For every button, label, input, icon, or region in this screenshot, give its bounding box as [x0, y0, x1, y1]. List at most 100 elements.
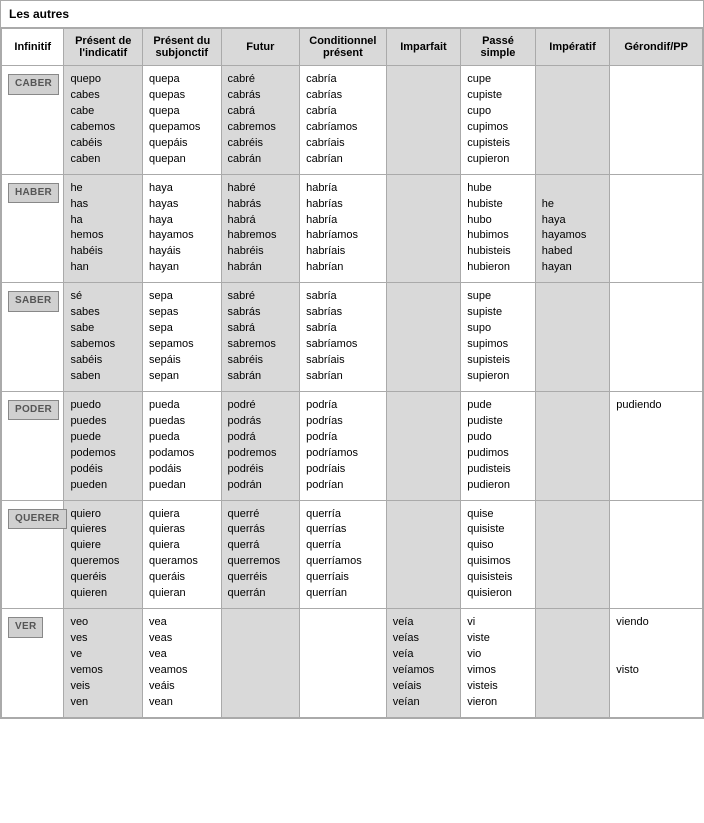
verb-label: PODER	[8, 400, 59, 421]
forms-cell-gerondif	[610, 174, 703, 283]
verb-infinitive-cell: HABER	[2, 174, 64, 283]
forms-list: pude pudiste pudo pudimos pudisteis pudi…	[467, 398, 529, 494]
forms-list: querré querrás querrá querremos querréis…	[228, 507, 294, 603]
forms-cell-futur: habré habrás habrá habremos habréis habr…	[221, 174, 300, 283]
forms-cell-present_subj: quepa quepas quepa quepamos quepáis quep…	[142, 66, 221, 175]
verb-infinitive-cell: SABER	[2, 283, 64, 392]
forms-cell-futur: podré podrás podrá podremos podréis podr…	[221, 391, 300, 500]
forms-cell-imperatif	[535, 391, 610, 500]
forms-list: haya hayas haya hayamos hayáis hayan	[149, 181, 215, 277]
forms-cell-present_subj: sepa sepas sepa sepamos sepáis sepan	[142, 283, 221, 392]
forms-list: sepa sepas sepa sepamos sepáis sepan	[149, 289, 215, 385]
forms-cell-passe: supe supiste supo supimos supisteis supi…	[461, 283, 536, 392]
forms-list: viendo visto	[616, 615, 696, 679]
forms-list: podré podrás podrá podremos podréis podr…	[228, 398, 294, 494]
forms-cell-imparfait	[386, 283, 461, 392]
forms-list: puedo puedes puede podemos podéis pueden	[70, 398, 136, 494]
verb-infinitive-cell: QUERER	[2, 500, 64, 609]
forms-cell-cond: podría podrías podría podríamos podríais…	[300, 391, 387, 500]
forms-list: vi viste vio vimos visteis vieron	[467, 615, 529, 711]
conjugation-table: InfinitifPrésent de l'indicatifPrésent d…	[1, 28, 703, 718]
forms-cell-imperatif	[535, 609, 610, 718]
forms-list: quepo cabes cabe cabemos cabéis caben	[70, 72, 136, 168]
forms-cell-imparfait: veía veías veía veíamos veíais veían	[386, 609, 461, 718]
forms-cell-passe: cupe cupiste cupo cupimos cupisteis cupi…	[461, 66, 536, 175]
col-header-infinitif: Infinitif	[2, 29, 64, 66]
forms-cell-imperatif	[535, 66, 610, 175]
col-header-present_ind: Présent de l'indicatif	[64, 29, 143, 66]
table-row: SABERsé sabes sabe sabemos sabéis sabens…	[2, 283, 703, 392]
verb-label: QUERER	[8, 509, 67, 530]
forms-list: quise quisiste quiso quisimos quisisteis…	[467, 507, 529, 603]
forms-cell-cond: habría habrías habría habríamos habríais…	[300, 174, 387, 283]
forms-list: quiera quieras quiera queramos queráis q…	[149, 507, 215, 603]
forms-list: querría querrías querría querríamos quer…	[306, 507, 380, 603]
verb-label: SABER	[8, 291, 59, 312]
forms-cell-passe: pude pudiste pudo pudimos pudisteis pudi…	[461, 391, 536, 500]
verb-infinitive-cell: PODER	[2, 391, 64, 500]
forms-list: cabría cabrías cabría cabríamos cabríais…	[306, 72, 380, 168]
forms-list: habré habrás habrá habremos habréis habr…	[228, 181, 294, 277]
forms-cell-futur: sabré sabrás sabrá sabremos sabréis sabr…	[221, 283, 300, 392]
forms-cell-gerondif: pudiendo	[610, 391, 703, 500]
col-header-imperatif: Impératif	[535, 29, 610, 66]
col-header-imparfait: Imparfait	[386, 29, 461, 66]
forms-cell-imparfait	[386, 174, 461, 283]
forms-cell-present_subj: vea veas vea veamos veáis vean	[142, 609, 221, 718]
conjugation-panel: Les autres InfinitifPrésent de l'indicat…	[0, 0, 704, 719]
table-row: HABER he has ha hemos habéis hanhaya haya…	[2, 174, 703, 283]
forms-cell-passe: vi viste vio vimos visteis vieron	[461, 609, 536, 718]
forms-cell-imperatif	[535, 283, 610, 392]
col-header-futur: Futur	[221, 29, 300, 66]
verb-label: CABER	[8, 74, 59, 95]
forms-list: sabría sabrías sabría sabríamos sabríais…	[306, 289, 380, 385]
col-header-gerondif: Gérondif/PP	[610, 29, 703, 66]
table-row: CABER quepo cabes cabe cabemos cabéis cab…	[2, 66, 703, 175]
forms-list: cabré cabrás cabrá cabremos cabréis cabr…	[228, 72, 294, 168]
forms-list: supe supiste supo supimos supisteis supi…	[467, 289, 529, 385]
table-row: VER veo ves ve vemos veis venvea veas vea…	[2, 609, 703, 718]
forms-cell-futur: querré querrás querrá querremos querréis…	[221, 500, 300, 609]
forms-cell-present_ind: he has ha hemos habéis han	[64, 174, 143, 283]
forms-list: pudiendo	[616, 398, 696, 414]
forms-list: he haya hayamos habed hayan	[542, 181, 604, 277]
forms-cell-present_subj: haya hayas haya hayamos hayáis hayan	[142, 174, 221, 283]
table-row: PODER puedo puedes puede podemos podéis p…	[2, 391, 703, 500]
forms-cell-present_ind: quepo cabes cabe cabemos cabéis caben	[64, 66, 143, 175]
forms-list: he has ha hemos habéis han	[70, 181, 136, 277]
forms-cell-present_ind: quiero quieres quiere queremos queréis q…	[64, 500, 143, 609]
verb-label: VER	[8, 617, 43, 638]
forms-cell-cond: querría querrías querría querríamos quer…	[300, 500, 387, 609]
table-header-row: InfinitifPrésent de l'indicatifPrésent d…	[2, 29, 703, 66]
forms-cell-present_subj: quiera quieras quiera queramos queráis q…	[142, 500, 221, 609]
forms-list: vea veas vea veamos veáis vean	[149, 615, 215, 711]
forms-cell-cond: cabría cabrías cabría cabríamos cabríais…	[300, 66, 387, 175]
forms-list: habría habrías habría habríamos habríais…	[306, 181, 380, 277]
forms-cell-gerondif: viendo visto	[610, 609, 703, 718]
forms-cell-futur: cabré cabrás cabrá cabremos cabréis cabr…	[221, 66, 300, 175]
forms-cell-imparfait	[386, 66, 461, 175]
forms-list: quiero quieres quiere queremos queréis q…	[70, 507, 136, 603]
forms-cell-present_ind: sé sabes sabe sabemos sabéis saben	[64, 283, 143, 392]
forms-list: cupe cupiste cupo cupimos cupisteis cupi…	[467, 72, 529, 168]
forms-cell-imperatif	[535, 500, 610, 609]
forms-cell-present_ind: puedo puedes puede podemos podéis pueden	[64, 391, 143, 500]
forms-list: veía veías veía veíamos veíais veían	[393, 615, 455, 711]
verb-infinitive-cell: CABER	[2, 66, 64, 175]
verb-infinitive-cell: VER	[2, 609, 64, 718]
forms-list: quepa quepas quepa quepamos quepáis quep…	[149, 72, 215, 168]
forms-cell-cond	[300, 609, 387, 718]
verb-label: HABER	[8, 183, 59, 204]
forms-cell-imperatif: he haya hayamos habed hayan	[535, 174, 610, 283]
forms-cell-imparfait	[386, 391, 461, 500]
forms-list: podría podrías podría podríamos podríais…	[306, 398, 380, 494]
forms-cell-present_ind: veo ves ve vemos veis ven	[64, 609, 143, 718]
forms-cell-gerondif	[610, 66, 703, 175]
col-header-present_subj: Présent du subjonctif	[142, 29, 221, 66]
forms-list: veo ves ve vemos veis ven	[70, 615, 136, 711]
forms-cell-present_subj: pueda puedas pueda podamos podáis puedan	[142, 391, 221, 500]
forms-list: sé sabes sabe sabemos sabéis saben	[70, 289, 136, 385]
forms-list: pueda puedas pueda podamos podáis puedan	[149, 398, 215, 494]
forms-cell-imparfait	[386, 500, 461, 609]
forms-list: sabré sabrás sabrá sabremos sabréis sabr…	[228, 289, 294, 385]
